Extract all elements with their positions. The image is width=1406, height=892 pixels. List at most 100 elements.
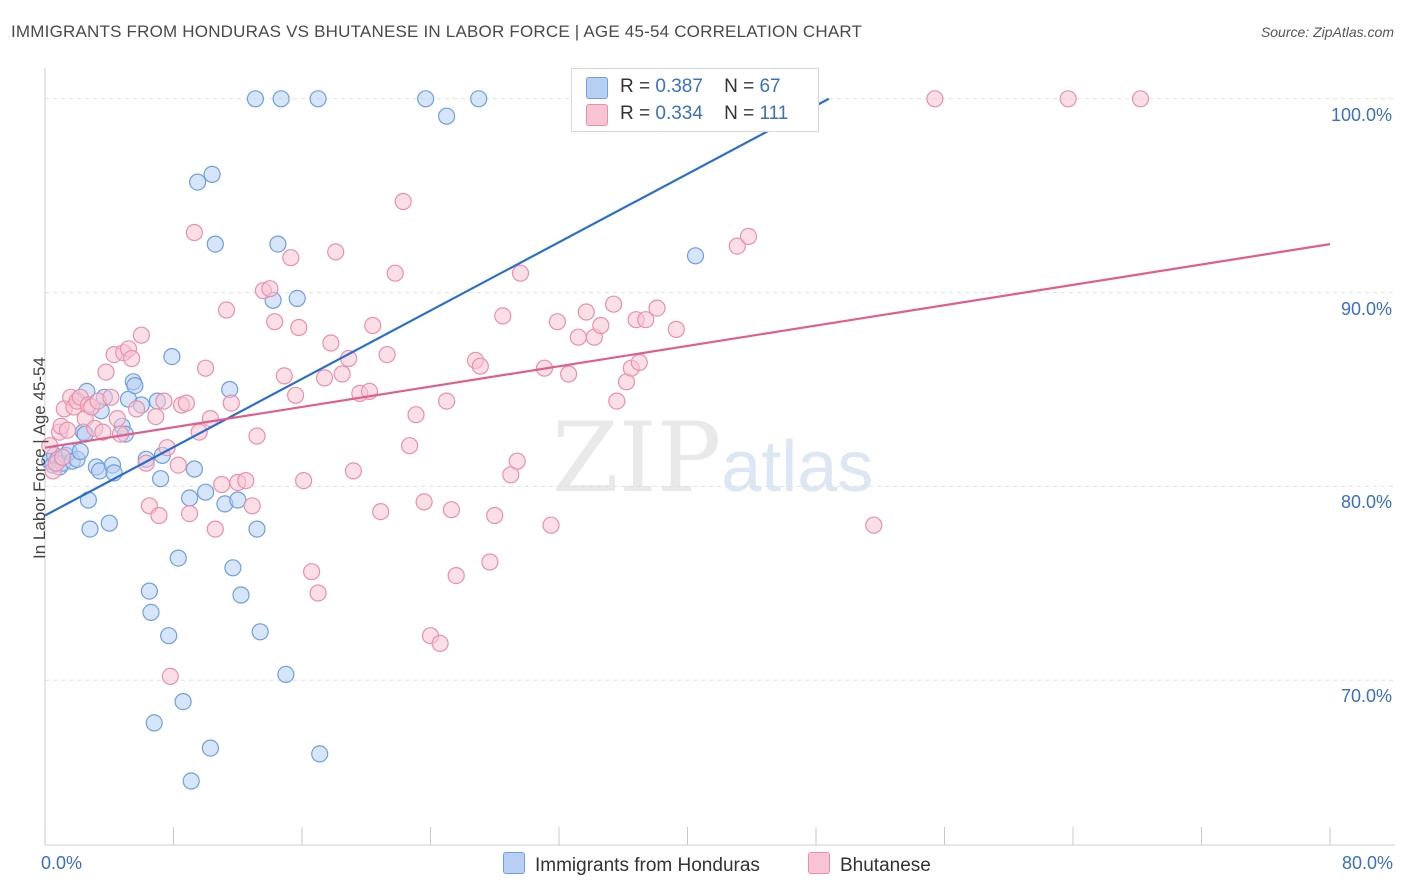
bhutanese-point — [447, 566, 465, 585]
bhutanese-point — [128, 400, 146, 418]
bhutanese-point — [630, 353, 648, 371]
bhutanese-point — [295, 472, 313, 490]
bhutanese-point — [108, 410, 126, 428]
chart-title: IMMIGRANTS FROM HONDURAS VS BHUTANESE IN… — [11, 22, 863, 41]
honduras-point — [145, 714, 163, 732]
honduras-point — [189, 173, 207, 191]
bhutanese-point — [290, 318, 308, 337]
bhutanese-point — [415, 493, 433, 511]
honduras-point — [174, 692, 192, 711]
bhutanese-point — [206, 520, 224, 538]
n-value: 111 — [759, 103, 789, 124]
bhutanese-point — [648, 299, 666, 317]
honduras-point — [201, 739, 219, 757]
n-label: N = — [724, 103, 755, 124]
bhutanese-point — [431, 634, 449, 653]
honduras-point — [248, 520, 266, 538]
y-tick-label: 100.0% — [1330, 104, 1392, 125]
bhutanese-point — [637, 311, 655, 329]
bhutanese-point — [394, 192, 412, 211]
honduras-point — [309, 90, 327, 108]
watermark-zip: ZIP — [552, 402, 722, 514]
legend-item-bhutanese[interactable]: Bhutanese — [808, 852, 931, 877]
bhutanese-point — [237, 472, 255, 490]
honduras-point — [71, 442, 89, 461]
bhutanese-point — [494, 307, 512, 325]
bhutanese-point — [471, 357, 489, 375]
bhutanese-point — [132, 326, 150, 344]
honduras-point — [251, 623, 269, 641]
y-tick-label: 90.0% — [1340, 298, 1392, 319]
stats-text: R = 0.387 N = 67 — [620, 76, 781, 98]
bhutanese-point — [511, 264, 530, 282]
honduras-point — [140, 582, 158, 600]
honduras-point — [163, 348, 181, 366]
bhutanese-point — [217, 301, 236, 319]
bhutanese-point — [577, 303, 595, 321]
n-label: N = — [724, 76, 755, 97]
bhutanese-point — [282, 249, 300, 267]
y-tick-label: 70.0% — [1340, 686, 1392, 707]
bhutanese-point — [608, 392, 626, 410]
bhutanese-point — [222, 394, 240, 412]
bhutanese-point — [364, 316, 382, 335]
honduras-legend-swatch — [503, 852, 525, 874]
watermark: ZIPatlas — [552, 402, 873, 514]
bhutanese-point — [177, 394, 195, 412]
bhutanese-point — [327, 243, 345, 261]
bhutanese-trend-line — [44, 243, 1331, 449]
legend-label: Bhutanese — [840, 855, 931, 876]
honduras-point — [203, 165, 221, 183]
legend-item-honduras[interactable]: Immigrants from Honduras — [503, 852, 760, 877]
honduras-point — [182, 772, 200, 790]
bhutanese-point — [213, 475, 231, 494]
bhutanese-point — [54, 448, 72, 466]
bhutanese-swatch — [586, 104, 608, 126]
legend-label: Immigrants from Honduras — [535, 855, 760, 876]
bhutanese-point — [1059, 90, 1077, 108]
bhutanese-point — [243, 497, 261, 515]
bhutanese-point — [169, 456, 187, 474]
honduras-point — [229, 491, 247, 509]
bhutanese-point — [123, 349, 141, 368]
bhutanese-point — [481, 553, 499, 571]
chart-source: Source: ZipAtlas.com — [1260, 24, 1394, 40]
bhutanese-point — [442, 501, 460, 519]
bhutanese-point — [97, 363, 115, 381]
bhutanese-point — [197, 359, 215, 377]
bhutanese-point — [94, 423, 112, 441]
honduras-point — [160, 627, 178, 645]
honduras-trend-line — [44, 97, 830, 517]
bhutanese-point — [102, 388, 120, 406]
honduras-point — [288, 289, 306, 307]
honduras-point — [142, 603, 160, 622]
honduras-point — [269, 235, 287, 253]
honduras-point — [169, 549, 187, 567]
bhutanese-point — [592, 316, 610, 335]
honduras-point — [470, 90, 488, 108]
stats-text: R = 0.334 N = 111 — [620, 103, 788, 125]
r-label: R = — [620, 103, 651, 124]
bhutanese-point — [275, 367, 293, 385]
bhutanese-point — [185, 223, 203, 242]
honduras-point — [206, 235, 224, 253]
bhutanese-point — [155, 392, 173, 410]
bhutanese-point — [344, 462, 362, 480]
trend-lines — [44, 97, 1331, 517]
bhutanese-point — [322, 334, 340, 352]
bhutanese-point — [266, 313, 284, 331]
bhutanese-point — [865, 516, 883, 534]
axes — [44, 68, 1395, 846]
bhutanese-point — [147, 408, 165, 426]
bhutanese-point — [542, 516, 560, 534]
x-tick-label: 80.0% — [1341, 853, 1393, 873]
bhutanese-point — [315, 369, 334, 387]
bhutanese-point — [569, 328, 587, 346]
honduras-point — [277, 665, 295, 684]
bhutanese-point — [150, 506, 168, 525]
honduras-point — [417, 90, 435, 108]
n-value: 67 — [759, 76, 781, 97]
bhutanese-legend-swatch — [808, 852, 830, 874]
honduras-swatch — [586, 77, 608, 99]
